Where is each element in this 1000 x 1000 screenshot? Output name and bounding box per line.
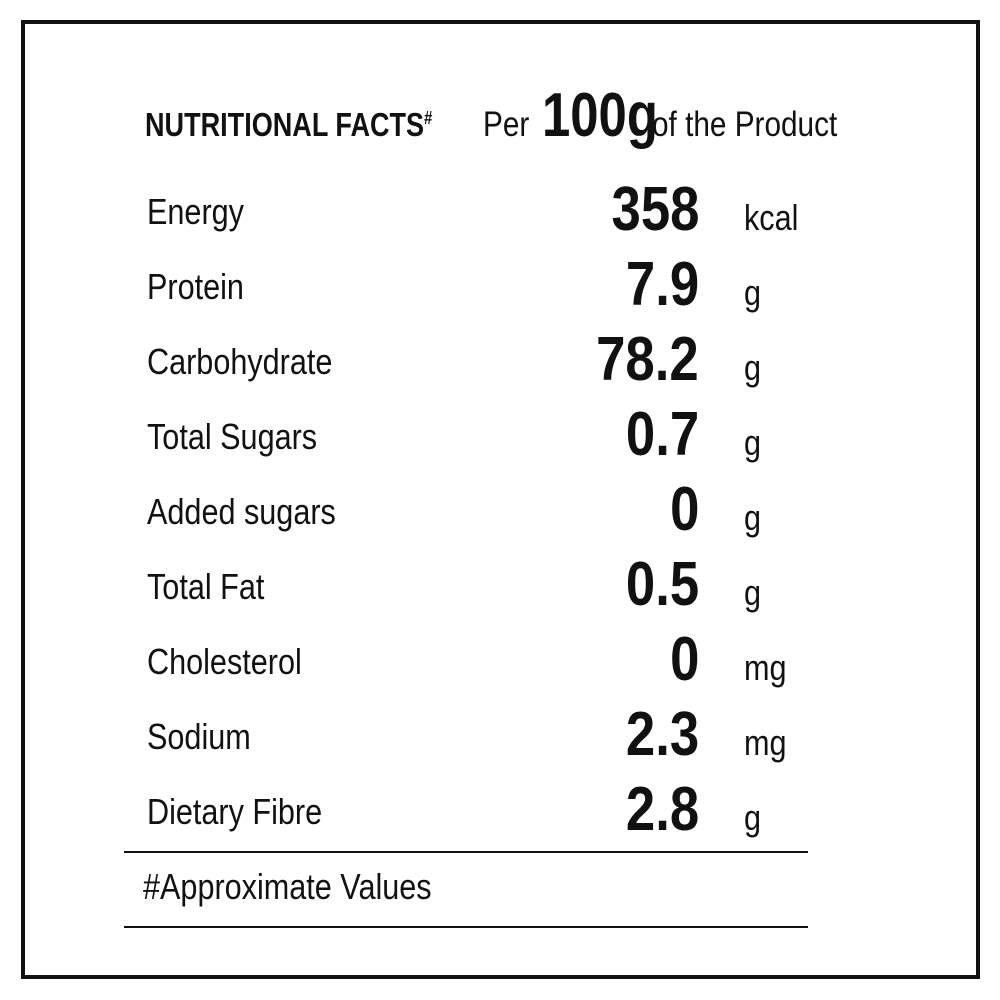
nutrient-label: Protein — [147, 266, 244, 307]
nutrient-label: Added sugars — [147, 491, 336, 532]
header-title: NUTRITIONAL FACTS# — [145, 106, 432, 144]
header-title-mark: # — [424, 108, 433, 128]
nutrient-unit: g — [744, 497, 762, 538]
nutrient-value: 78.2 — [596, 325, 699, 394]
nutrient-row-protein: Protein 7.9 g — [147, 245, 847, 320]
nutrient-row-energy: Energy 358 kcal — [147, 170, 847, 245]
nutrient-unit: g — [744, 572, 762, 613]
nutrient-label: Total Fat — [147, 566, 265, 607]
nutrient-row-added-sugars: Added sugars 0 g — [147, 470, 847, 545]
nutrient-unit: mg — [744, 722, 787, 763]
nutrient-unit: g — [744, 797, 762, 838]
nutrient-row-cholesterol: Cholesterol 0 mg — [147, 620, 847, 695]
nutrient-row-total-sugars: Total Sugars 0.7 g — [147, 395, 847, 470]
nutrient-label: Dietary Fibre — [147, 791, 323, 832]
nutrient-label: Carbohydrate — [147, 341, 333, 382]
nutrient-value: 0.7 — [625, 400, 699, 469]
nutrient-value: 2.8 — [625, 775, 699, 844]
nutrient-unit: g — [744, 272, 762, 313]
nutrient-unit: g — [744, 347, 762, 388]
divider-bottom — [124, 926, 808, 928]
header-amount: 100g — [542, 81, 658, 150]
nutrient-row-carbohydrate: Carbohydrate 78.2 g — [147, 320, 847, 395]
nutrient-value: 0 — [669, 625, 699, 694]
nutrient-unit: mg — [744, 647, 787, 688]
nutrient-value: 2.3 — [625, 700, 699, 769]
footnote: #Approximate Values — [143, 866, 432, 907]
nutrient-value: 7.9 — [625, 250, 699, 319]
label-border — [21, 20, 980, 979]
nutrient-unit: g — [744, 422, 762, 463]
nutrient-row-total-fat: Total Fat 0.5 g — [147, 545, 847, 620]
header-suffix: of the Product — [652, 105, 838, 144]
divider-top — [124, 851, 808, 853]
nutrient-value: 0 — [669, 475, 699, 544]
nutrition-header: NUTRITIONAL FACTS# Per 100g of the Produ… — [145, 80, 870, 160]
header-per: Per — [483, 105, 530, 144]
nutrient-row-dietary-fibre: Dietary Fibre 2.8 g — [147, 770, 847, 845]
nutrient-label: Sodium — [147, 716, 251, 757]
nutrient-label: Cholesterol — [147, 641, 302, 682]
nutrient-value: 358 — [611, 175, 699, 244]
nutrient-label: Total Sugars — [147, 416, 318, 457]
nutrient-label: Energy — [147, 191, 244, 232]
nutrient-value: 0.5 — [625, 550, 699, 619]
nutrient-row-sodium: Sodium 2.3 mg — [147, 695, 847, 770]
nutrient-unit: kcal — [744, 197, 799, 238]
header-title-text: NUTRITIONAL FACTS — [145, 106, 425, 143]
